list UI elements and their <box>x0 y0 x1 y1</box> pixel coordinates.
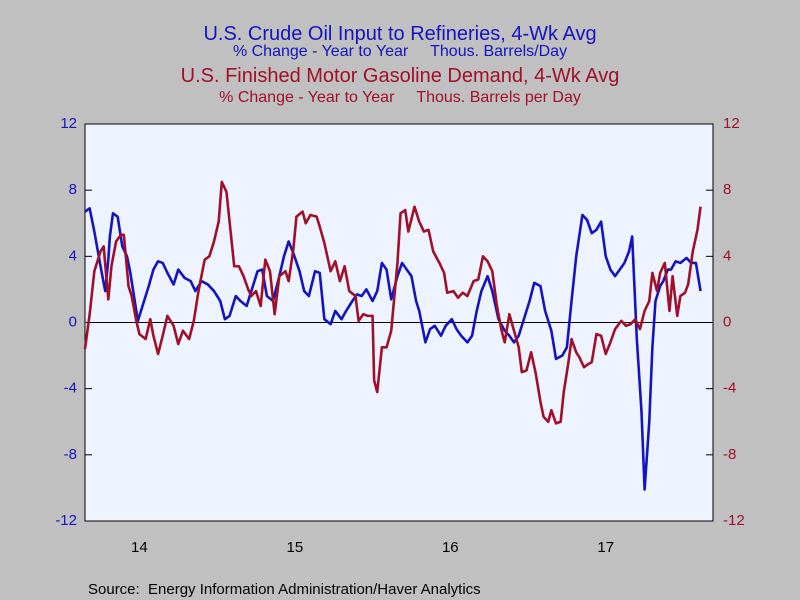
y2-tick-label: 8 <box>723 181 731 198</box>
subtitle-2: % Change - Year to Year Thous. Barrels p… <box>219 89 581 106</box>
x-tick-label: 16 <box>442 539 459 556</box>
y-tick-label: 12 <box>60 115 77 132</box>
x-tick-label: 17 <box>597 539 614 556</box>
y-tick-label: -8 <box>64 446 77 463</box>
series-line <box>83 180 702 425</box>
source: Source: Energy Information Administratio… <box>88 581 481 598</box>
y2-tick-label: -4 <box>723 380 736 397</box>
y-tick-label: -12 <box>55 512 77 529</box>
y-tick-label: -4 <box>64 380 77 397</box>
y2-tick-label: 4 <box>723 247 731 264</box>
subtitle-1: % Change - Year to Year Thous. Barrels/D… <box>233 43 567 60</box>
y-tick-label: 8 <box>69 181 77 198</box>
series-line <box>84 207 702 491</box>
y2-tick-label: -12 <box>723 512 745 529</box>
y2-tick-label: -8 <box>723 446 736 463</box>
x-tick-label: 14 <box>131 539 148 556</box>
y2-tick-label: 0 <box>723 313 731 330</box>
y-tick-label: 4 <box>69 247 77 264</box>
title-1: U.S. Crude Oil Input to Refineries, 4-Wk… <box>203 23 596 45</box>
x-tick-label: 15 <box>287 539 304 556</box>
y-tick-label: 0 <box>69 313 77 330</box>
y2-tick-label: 12 <box>723 115 740 132</box>
title-2: U.S. Finished Motor Gasoline Demand, 4-W… <box>181 65 620 87</box>
